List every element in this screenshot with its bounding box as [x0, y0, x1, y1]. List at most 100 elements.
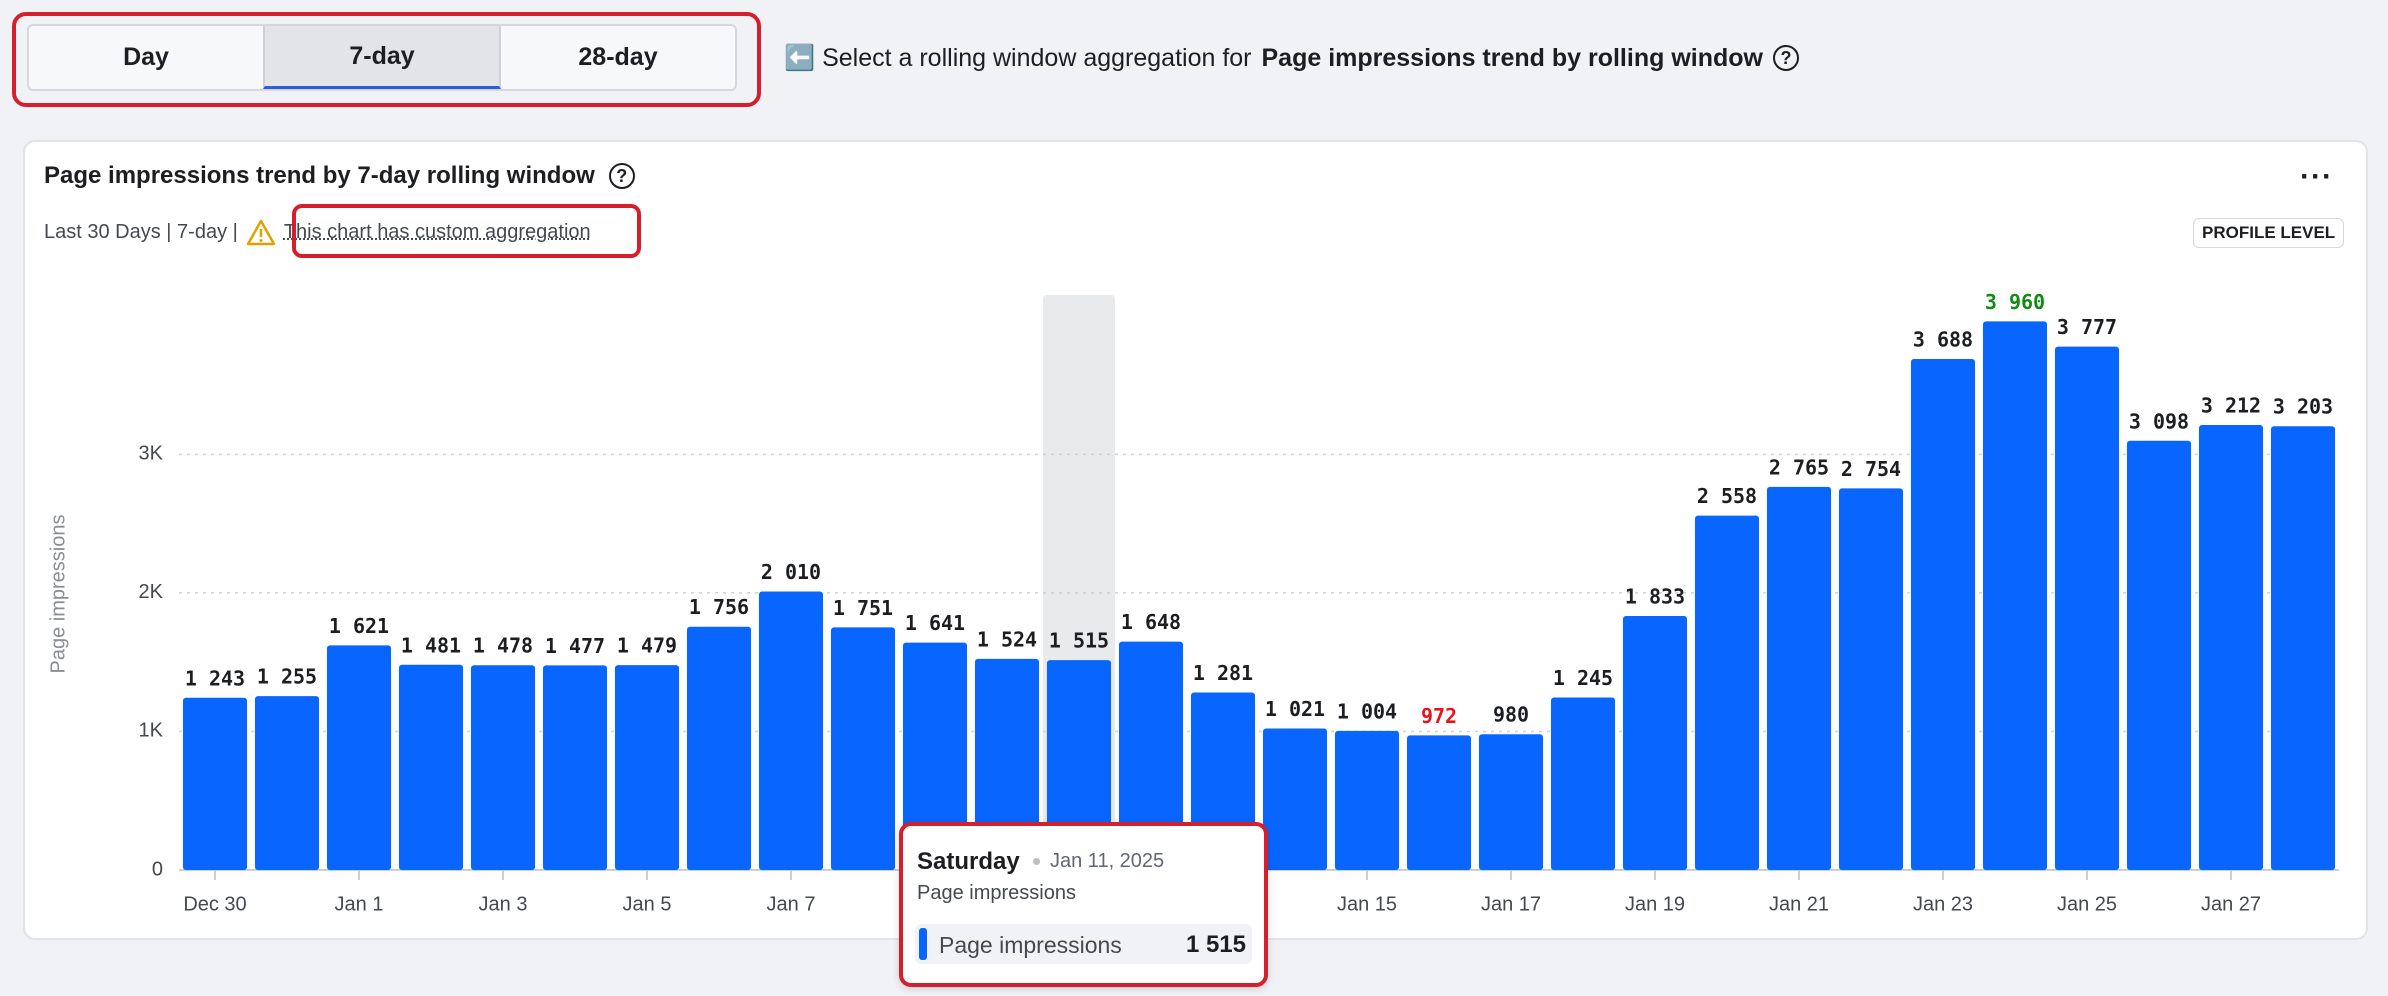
value-label: 1 648 [1121, 610, 1181, 634]
bar [758, 591, 824, 870]
bar [1118, 641, 1184, 870]
value-label: 3 960 [1985, 290, 2045, 314]
value-label: 3 098 [2129, 409, 2189, 433]
card-meta: Last 30 Days | 7-day | This chart has cu… [44, 218, 591, 246]
tooltip-value: 1 515 [1185, 931, 1246, 958]
value-label: 980 [1493, 703, 1529, 727]
bar [902, 642, 968, 870]
value-label: 3 777 [2057, 315, 2117, 339]
x-tick-label: Jan 1 [335, 893, 384, 915]
value-label: 1 524 [977, 627, 1037, 651]
bar [1262, 728, 1328, 870]
value-label: 1 621 [329, 614, 389, 638]
bar [182, 697, 248, 870]
more-menu[interactable]: ··· [2300, 160, 2333, 193]
hint-text: ⬅️ Select a rolling window aggregation f… [784, 43, 1252, 72]
x-tick-label: Jan 25 [2057, 893, 2117, 915]
profile-badge: PROFILE LEVEL [2193, 218, 2345, 248]
bar [470, 665, 536, 870]
bar [2198, 424, 2264, 870]
bar [2054, 346, 2120, 870]
value-label: 3 688 [1913, 328, 1973, 352]
value-label: 2 765 [1769, 455, 1829, 479]
tooltip: Saturday Jan 11, 2025 Page impressions P… [899, 822, 1268, 987]
bar [1838, 488, 1904, 870]
x-tick-label: Jan 3 [479, 893, 528, 915]
bar [830, 627, 896, 870]
help-icon[interactable]: ? [1772, 45, 1799, 71]
bar [1550, 697, 1616, 870]
x-tick-label: Jan 17 [1481, 893, 1541, 915]
x-tick-label: Jan 7 [767, 893, 816, 915]
bar [254, 696, 320, 870]
tab[interactable]: 28-day [578, 43, 658, 71]
tooltip-swatch [919, 928, 927, 960]
bar [1766, 486, 1832, 870]
highlight-box [12, 12, 761, 107]
hint: ⬅️ Select a rolling window aggregation f… [784, 40, 1799, 76]
y-axis-label: Page impressions [47, 515, 69, 674]
tooltip-series: Page impressions [939, 932, 1122, 958]
tooltip-row: Page impressions 1 515 [915, 924, 1252, 964]
tooltip-date-row: Jan 11, 2025 [1033, 850, 1164, 873]
card-title: Page impressions trend by 7-day rolling … [44, 162, 635, 190]
value-label: 1 751 [833, 596, 893, 620]
bar [398, 664, 464, 870]
value-label: 3 212 [2201, 393, 2261, 417]
tooltip-day: Saturday [917, 848, 1020, 875]
bar [1910, 359, 1976, 870]
value-label: 2 010 [761, 560, 821, 584]
value-label: 972 [1421, 704, 1457, 728]
value-label: 2 558 [1697, 484, 1757, 508]
bar [2270, 426, 2336, 870]
x-tick-label: Jan 23 [1913, 893, 1973, 915]
hint-target: Page impressions trend by rolling window [1261, 43, 1763, 72]
tab[interactable]: Day [123, 43, 169, 71]
y-tick-label: 3K [139, 443, 164, 465]
x-tick-label: Jan 27 [2201, 893, 2261, 915]
bar [974, 658, 1040, 870]
warning-icon [246, 219, 276, 246]
value-label: 1 515 [1049, 629, 1109, 653]
value-label: 1 477 [545, 634, 605, 658]
value-label: 1 481 [401, 633, 461, 657]
tab-selected[interactable]: 7-day [263, 26, 501, 89]
y-tick-label: 1K [139, 720, 164, 742]
value-label: 3 203 [2273, 395, 2333, 419]
value-label: 1 004 [1337, 699, 1397, 723]
value-label: 1 756 [689, 595, 749, 619]
value-label: 1 245 [1553, 666, 1613, 690]
value-label: 1 833 [1625, 585, 1685, 609]
bar [1694, 515, 1760, 870]
chart-title: Page impressions trend by 7-day rolling … [44, 162, 595, 189]
value-label: 1 021 [1265, 697, 1325, 721]
bar [1406, 735, 1472, 870]
help-icon[interactable]: ? [608, 163, 635, 189]
x-tick-label: Jan 21 [1769, 893, 1829, 915]
bar [1982, 321, 2048, 870]
value-label: 1 641 [905, 611, 965, 635]
bar [1622, 616, 1688, 870]
x-tick-label: Dec 30 [183, 893, 246, 915]
bar [1478, 734, 1544, 870]
tooltip-metric: Page impressions [917, 882, 1076, 904]
bar [542, 665, 608, 870]
bar [2126, 440, 2192, 870]
tab-group: Day 7-day 28-day [27, 24, 737, 91]
value-label: 1 281 [1193, 661, 1253, 685]
bar [1334, 730, 1400, 870]
x-tick-label: Jan 5 [623, 893, 672, 915]
aggregation-link[interactable]: This chart has custom aggregation [283, 220, 591, 243]
x-tick-label: Jan 19 [1625, 893, 1685, 915]
y-tick-label: 2K [139, 581, 164, 603]
y-tick-label: 0 [152, 858, 163, 880]
bar [326, 645, 392, 870]
bar [686, 626, 752, 870]
value-label: 1 478 [473, 634, 533, 658]
bar [614, 665, 680, 870]
x-tick-label: Jan 15 [1337, 893, 1397, 915]
value-label: 1 255 [257, 665, 317, 689]
value-label: 1 479 [617, 634, 677, 658]
value-label: 2 754 [1841, 457, 1901, 481]
